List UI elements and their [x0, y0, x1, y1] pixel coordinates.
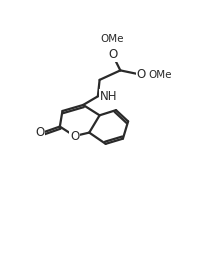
Text: OMe: OMe	[101, 35, 124, 44]
Text: NH: NH	[100, 90, 117, 103]
Text: O: O	[136, 68, 146, 81]
Text: O: O	[35, 126, 44, 139]
Text: O: O	[108, 48, 117, 61]
Text: OMe: OMe	[149, 70, 172, 80]
Text: O: O	[70, 130, 79, 143]
